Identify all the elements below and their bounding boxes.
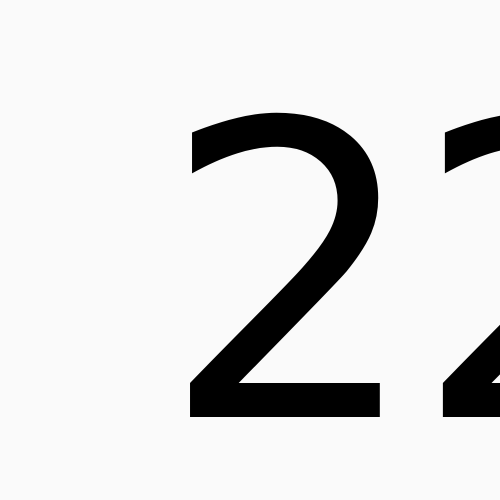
large-number-display: 22 xyxy=(160,36,500,500)
